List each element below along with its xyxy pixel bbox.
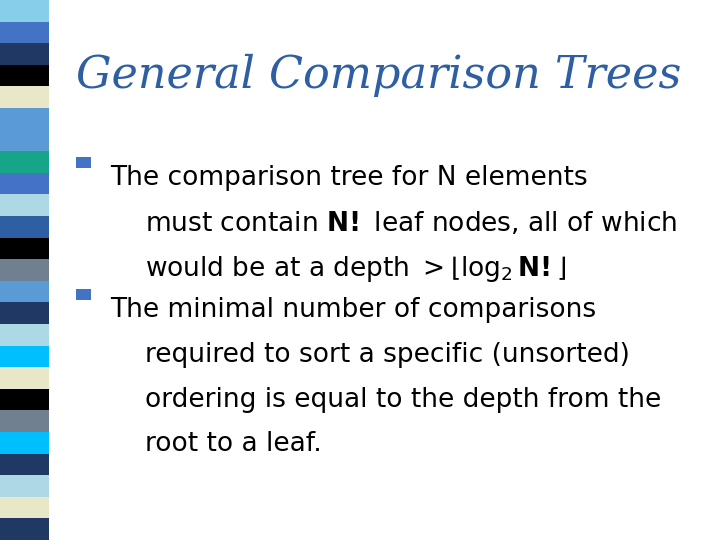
Bar (0, 22, 49, 43)
Bar (0, 238, 49, 259)
Bar (0, 173, 49, 194)
Bar (0, 86, 49, 108)
Bar (0, 259, 49, 281)
Bar (0, 0, 49, 22)
Text: root to a leaf.: root to a leaf. (145, 431, 321, 457)
Text: General Comparison Trees: General Comparison Trees (76, 54, 681, 97)
Text: would be at a depth $> \lfloor\log_2\mathbf{N!}\rfloor$: would be at a depth $> \lfloor\log_2\mat… (145, 254, 567, 285)
Text: ordering is equal to the depth from the: ordering is equal to the depth from the (145, 387, 661, 413)
Text: required to sort a specific (unsorted): required to sort a specific (unsorted) (145, 342, 629, 368)
Bar (0, 281, 49, 302)
Bar (0, 454, 49, 475)
Bar (0, 475, 49, 497)
Bar (0, 389, 49, 410)
Bar (0, 302, 49, 324)
Bar (0, 216, 49, 238)
Bar (0, 518, 49, 540)
Bar (0, 151, 49, 173)
Bar (0, 346, 49, 367)
Text: The comparison tree for N elements: The comparison tree for N elements (110, 165, 588, 191)
Bar (0, 43, 49, 65)
Bar (0, 324, 49, 346)
Bar (76, 157, 91, 168)
Bar (0, 130, 49, 151)
Text: must contain $\mathbf{N!}$ leaf nodes, all of which: must contain $\mathbf{N!}$ leaf nodes, a… (145, 210, 677, 237)
Bar (0, 194, 49, 216)
Bar (0, 108, 49, 130)
Bar (0, 367, 49, 389)
Bar (0, 65, 49, 86)
Bar (76, 289, 91, 300)
Bar (0, 410, 49, 432)
Bar (0, 432, 49, 454)
Text: The minimal number of comparisons: The minimal number of comparisons (110, 297, 596, 323)
Bar (0, 497, 49, 518)
